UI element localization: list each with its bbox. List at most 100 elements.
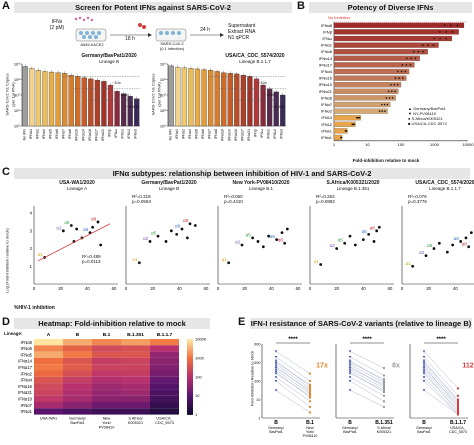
right-point (309, 385, 311, 388)
pair-line (349, 364, 385, 384)
x-sub-right: CDC_5574 (449, 430, 467, 434)
x-category-right: B.1.351 (375, 420, 393, 426)
left-point (348, 370, 352, 373)
color-scale-segment (187, 380, 193, 383)
pair-line (275, 380, 311, 408)
scatter-point (437, 241, 441, 245)
color-scale-segment (187, 388, 193, 391)
scatter-point (411, 264, 415, 268)
left-point (348, 361, 352, 364)
scatter-point (256, 240, 260, 243)
pair-line (275, 356, 311, 382)
point-label: α2 (419, 250, 425, 255)
color-scale-tick: 10000 (195, 337, 207, 342)
schematic-step1: 18 h (125, 36, 135, 42)
potency-bar (333, 101, 391, 108)
legend-item-ny: ▼ NY-PV08410 (408, 111, 437, 116)
heatmap-cell (150, 408, 179, 415)
x-tick-label: IFNλ3 (280, 129, 284, 139)
right-point (309, 389, 311, 392)
heatmap-cell (34, 395, 63, 402)
row-label: IFNβ (323, 29, 332, 34)
right-annot-1000x: ~1000x (272, 104, 286, 109)
panel-e-banner: IFN-I resistance of SARS-CoV-2 variants … (250, 318, 472, 329)
heatmap-row-label: IFNα1 (21, 409, 33, 414)
x-category-left: B (274, 420, 278, 426)
scatter-point (319, 263, 323, 266)
heatmap-cell (92, 402, 121, 409)
heatmap-cell (34, 357, 63, 365)
scatter-subtitle: Lineage B.1.1.7 (429, 186, 461, 191)
x-sub-left: BavPat1 (417, 430, 431, 434)
x-tick-label: No IFN (22, 129, 26, 141)
bar (107, 84, 114, 127)
scatter-point (240, 243, 244, 247)
right-point (457, 411, 459, 414)
data-point (396, 70, 399, 73)
data-point (414, 57, 417, 60)
heatmap-cell (63, 351, 92, 358)
right-point (457, 387, 459, 390)
left-point (348, 380, 352, 383)
schematic-virus-label: SARS-CoV-2 (0.1 infection) (159, 41, 185, 51)
y-tick-label: 10 (256, 398, 260, 402)
bar (201, 69, 207, 127)
heatmap-cell (121, 351, 150, 358)
heatmap-cell (150, 357, 179, 365)
pair-line (423, 377, 459, 415)
data-point (396, 83, 399, 86)
data-point (401, 77, 404, 79)
scatter-point (148, 240, 152, 243)
heatmap-cell (121, 402, 150, 409)
color-scale-segment (187, 359, 193, 362)
pair-line (423, 373, 459, 411)
x-tick-label: IFNβ (254, 129, 258, 137)
heatmap-column-label: York/ (102, 421, 111, 425)
heatmap-cell (34, 364, 63, 371)
data-point (383, 103, 386, 106)
bar (55, 72, 61, 127)
potency-bar (333, 82, 402, 88)
bar (88, 78, 94, 127)
scatter-point (169, 229, 173, 233)
point-label: α2 (330, 243, 336, 248)
y-tick-label: 10⁹ (160, 62, 166, 67)
data-point (404, 70, 407, 73)
right-point (383, 383, 385, 386)
scatter-subtitle: Lineage A (66, 186, 88, 191)
data-point (378, 110, 381, 112)
potency-bar (333, 22, 465, 28)
bar (240, 75, 247, 127)
right-point (457, 394, 459, 397)
right-point (383, 374, 385, 377)
row-label: IFNα16 (319, 76, 333, 81)
x-tick-label: IFNα21 (101, 129, 105, 141)
regression-line (37, 223, 111, 262)
color-scale-segment (187, 356, 193, 359)
right-point (457, 407, 459, 410)
right-point (383, 380, 385, 382)
data-point (409, 64, 412, 66)
y-tick-label: 10⁵ (14, 124, 20, 129)
significance-stars: **** (362, 337, 372, 343)
x-sub-left: BavPat1 (269, 430, 283, 434)
x-tick-label: 40 (177, 286, 182, 291)
left-chart-subtitle: Lineage B (98, 59, 120, 64)
scatter-stats: R²=0.489 p=0.0113 (82, 254, 122, 264)
point-label: α5 (64, 220, 70, 225)
bar (127, 96, 133, 127)
left-point (348, 363, 352, 366)
potency-bar (333, 108, 388, 114)
color-scale-segment (187, 361, 193, 364)
heatmap-cell (92, 364, 121, 371)
x-tick-label: IFNα14 (227, 129, 231, 141)
potency-bar (333, 121, 356, 127)
color-scale-segment (187, 365, 193, 368)
scatter-point (175, 232, 179, 236)
scatter-point (464, 236, 468, 240)
left-point (422, 380, 426, 383)
left-point (274, 367, 278, 370)
x-tick-label: IFNω (260, 129, 264, 138)
